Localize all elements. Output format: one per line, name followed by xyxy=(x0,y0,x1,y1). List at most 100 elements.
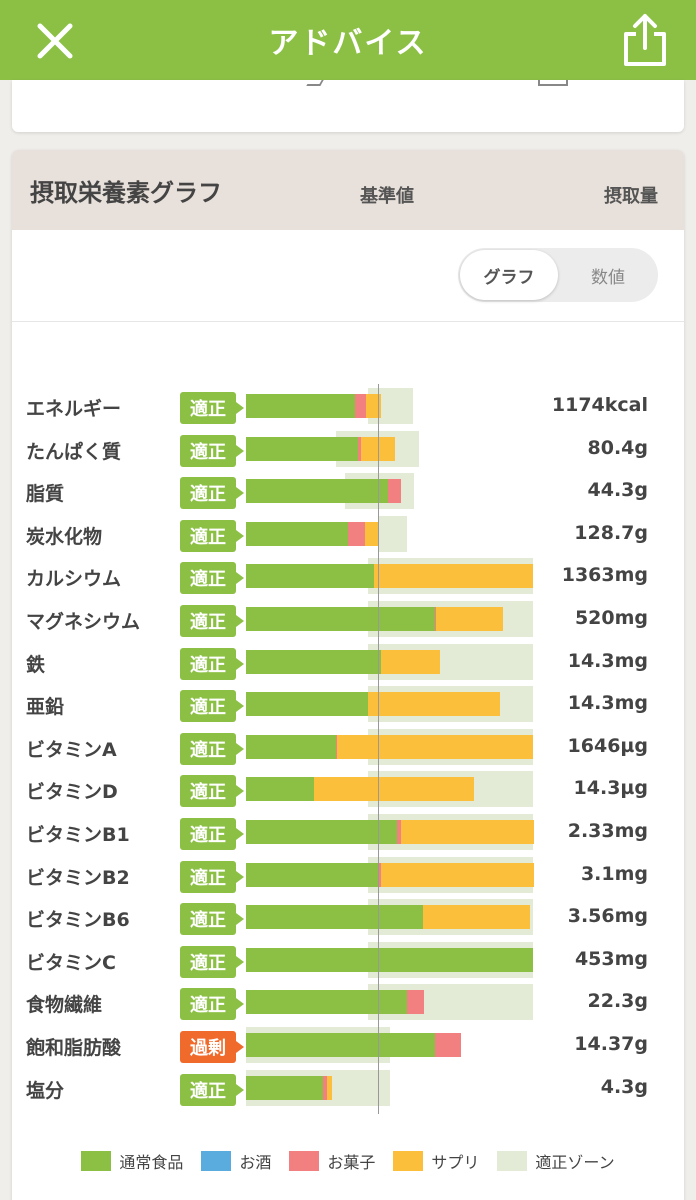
toggle-numbers[interactable]: 数値 xyxy=(591,267,625,288)
status-badge: 適正 xyxy=(180,903,244,936)
intake-value: 14.3µg xyxy=(573,777,648,800)
bar-segment-food xyxy=(246,905,423,930)
nutrient-name: 亜鉛 xyxy=(26,696,65,719)
bar-segment-snack xyxy=(354,394,367,418)
view-toggle[interactable]: グラフ 数値 xyxy=(458,248,658,302)
status-badge: 適正 xyxy=(180,605,244,637)
bar-segment-supplement xyxy=(364,521,378,546)
nutrient-name: 脂質 xyxy=(26,483,65,506)
bar-segment-snack xyxy=(388,479,402,504)
bar-segment-supplement xyxy=(422,905,531,930)
bar-segment-supplement xyxy=(373,564,534,589)
previous-card-decoration xyxy=(538,80,568,86)
nutrient-name: ビタミンA xyxy=(26,738,117,761)
toggle-graph[interactable]: グラフ xyxy=(460,250,558,300)
nutrient-row: ビタミンD 適正 14.3µg xyxy=(0,771,672,813)
close-icon[interactable] xyxy=(34,20,76,62)
bar-segment-snack xyxy=(347,521,365,546)
bar-segment-supplement xyxy=(380,649,441,674)
legend-item-food: 通常食品 xyxy=(81,1149,183,1173)
bar-segment-supplement xyxy=(360,436,396,461)
view-toggle-row: グラフ 数値 xyxy=(12,230,684,322)
bar-segment-supplement xyxy=(435,607,503,631)
intake-value: 520mg xyxy=(574,607,648,629)
bar-segment-food xyxy=(246,734,336,759)
nutrient-name: 食物繊維 xyxy=(26,994,103,1017)
nutrient-row: 炭水化物 適正 128.7g xyxy=(0,515,672,558)
nutrient-row: ビタミンB6 適正 3.56mg xyxy=(0,899,672,941)
bar-segment-snack xyxy=(396,820,402,844)
bar-segment-food xyxy=(246,692,368,717)
bar-segment-food xyxy=(246,479,389,504)
bar-segment-food xyxy=(246,649,381,674)
bar-segment-food xyxy=(246,990,407,1015)
bar-segment-food xyxy=(246,947,534,972)
nutrient-row: 食物繊維 適正 22.3g xyxy=(0,984,672,1026)
nutrient-name: エネルギー xyxy=(26,398,122,420)
nutrient-name: ビタミンC xyxy=(26,951,116,974)
nutrient-graph-card: 摂取栄養素グラフ グラフ 数値 xyxy=(12,150,684,1200)
bar-segment-snack xyxy=(434,1033,461,1057)
reference-line xyxy=(378,384,379,1114)
status-badge: 適正 xyxy=(180,818,244,850)
nutrient-row: 鉄 適正 14.3mg xyxy=(0,643,672,686)
nutrient-name: カルシウム xyxy=(26,568,122,591)
intake-value: 1646µg xyxy=(567,734,648,757)
nutrient-row: 亜鉛 適正 14.3mg xyxy=(0,686,672,728)
legend-item-alcohol: お酒 xyxy=(201,1149,271,1173)
share-icon[interactable] xyxy=(622,12,668,68)
previous-card-decoration xyxy=(306,80,324,86)
intake-value: 1363mg xyxy=(561,564,648,587)
bar-segment-supplement xyxy=(327,1075,332,1100)
status-badge: 適正 xyxy=(180,775,244,808)
chart-legend: 通常食品 お酒 お菓子 サプリ 適正ゾーン xyxy=(0,1147,696,1175)
legend-item-zone: 適正ゾーン xyxy=(497,1149,615,1173)
nutrient-name: ビタミンD xyxy=(26,781,118,804)
page-title: アドバイス xyxy=(268,26,428,61)
bar-segment-food xyxy=(246,436,358,461)
intake-value: 3.56mg xyxy=(567,905,648,928)
nutrient-name: マグネシウム xyxy=(26,611,141,633)
bar-segment-snack xyxy=(335,734,338,759)
nutrient-name: 塩分 xyxy=(26,1079,65,1102)
bar-segment-snack xyxy=(406,990,425,1015)
nutrient-row: マグネシウム 適正 520mg xyxy=(0,601,672,643)
bar-segment-supplement xyxy=(366,394,381,418)
intake-value: 2.33mg xyxy=(567,820,648,842)
intake-value: 3.1mg xyxy=(580,862,648,885)
status-badge: 適正 xyxy=(180,434,244,467)
bar-segment-food xyxy=(246,564,374,589)
nutrient-row: エネルギー 適正 1174kcal xyxy=(0,388,672,430)
bar-segment-supplement xyxy=(367,692,500,717)
bar-segment-snack xyxy=(434,607,436,631)
status-badge: 適正 xyxy=(180,647,244,680)
status-badge: 適正 xyxy=(180,392,244,424)
nutrient-row: カルシウム 適正 1363mg xyxy=(0,558,672,600)
nutrient-row: ビタミンB2 適正 3.1mg xyxy=(0,856,672,899)
nutrient-name: ビタミンB2 xyxy=(26,866,130,889)
intake-value: 80.4g xyxy=(587,436,648,459)
bar-segment-snack xyxy=(357,436,361,461)
nutrient-name: 飽和脂肪酸 xyxy=(26,1037,122,1059)
intake-value: 14.3mg xyxy=(567,649,648,672)
status-badge: 適正 xyxy=(180,988,244,1021)
previous-card xyxy=(12,80,684,132)
intake-value: 128.7g xyxy=(574,521,648,544)
nutrient-row: ビタミンA 適正 1646µg xyxy=(0,728,672,771)
nutrient-name: ビタミンB6 xyxy=(26,909,130,932)
nutrient-name: 鉄 xyxy=(26,653,46,676)
nutrient-name: たんぱく質 xyxy=(26,440,122,463)
adequate-zone xyxy=(377,515,407,552)
status-badge: 適正 xyxy=(180,519,244,552)
bar-segment-food xyxy=(246,607,435,631)
bar-segment-snack xyxy=(322,1075,328,1100)
bar-segment-supplement xyxy=(337,734,534,759)
status-badge: 適正 xyxy=(180,1073,244,1106)
bar-segment-snack xyxy=(377,862,381,887)
bar-segment-food xyxy=(246,394,355,418)
nutrient-name: ビタミンB1 xyxy=(26,824,130,846)
nutrient-row: ビタミンC 適正 453mg xyxy=(0,941,672,984)
bar-segment-supplement xyxy=(314,777,474,802)
nutrient-row: ビタミンB1 適正 2.33mg xyxy=(0,814,672,856)
nutrient-row: 塩分 適正 4.3g xyxy=(0,1069,672,1112)
